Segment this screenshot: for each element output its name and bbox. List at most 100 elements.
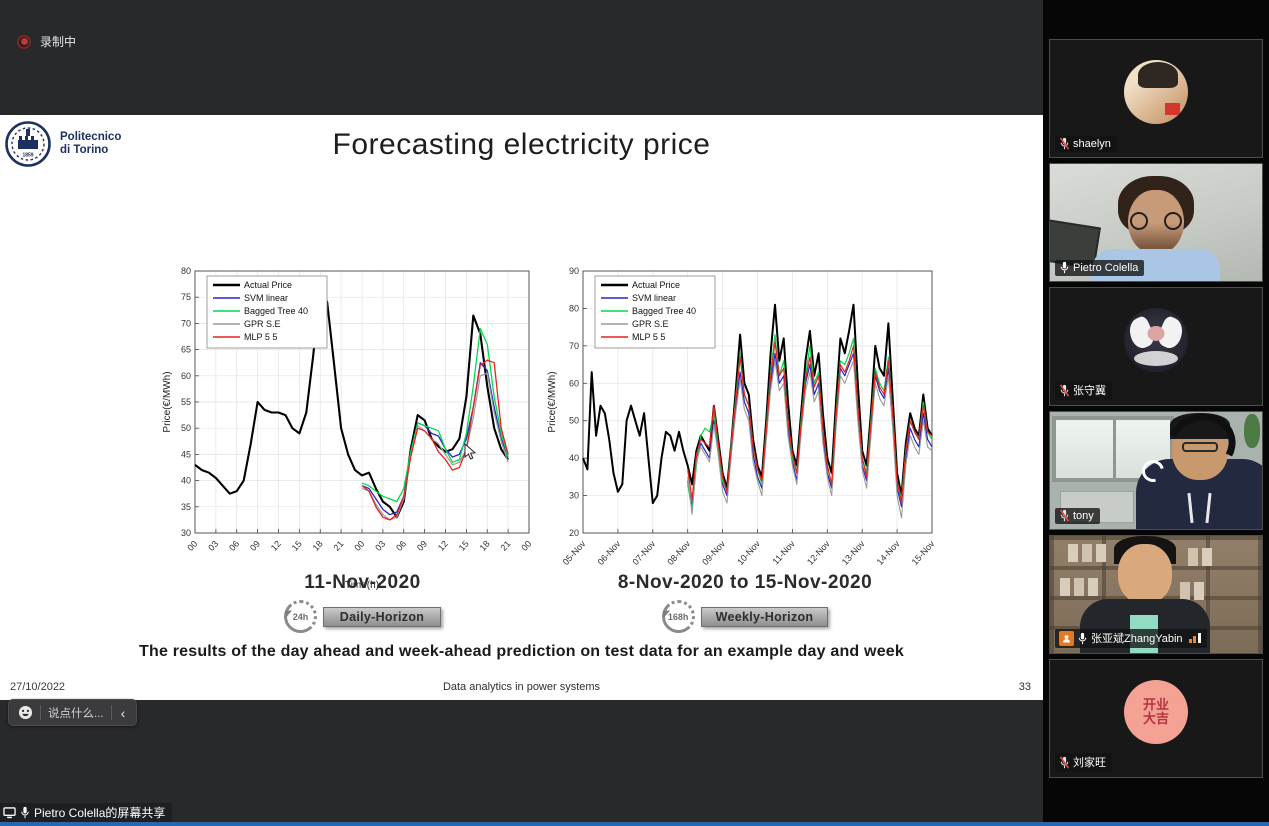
svg-text:20: 20 [569, 528, 579, 538]
svg-text:50: 50 [181, 423, 191, 433]
svg-text:MLP 5 5: MLP 5 5 [244, 332, 277, 342]
svg-text:13-Nov: 13-Nov [840, 538, 867, 567]
svg-text:12: 12 [436, 539, 450, 553]
politecnico-seal-icon: 1859 [5, 121, 51, 167]
recording-indicator: 录制中 [17, 33, 76, 50]
svg-text:Price(€/MWh): Price(€/MWh) [547, 371, 558, 432]
shared-screen-area: 录制中 1859 Politecnico di Torino [0, 0, 1043, 826]
avatar [1124, 308, 1188, 372]
clock-168h-icon: 168h [661, 600, 695, 633]
svg-text:65: 65 [181, 345, 191, 355]
screen-share-banner: Pietro Colella的屏幕共享 [0, 803, 173, 822]
svg-text:18: 18 [478, 539, 492, 553]
svg-text:75: 75 [181, 292, 191, 302]
chat-collapse-button[interactable]: ‹ [120, 704, 126, 721]
svg-text:15-Nov: 15-Nov [910, 538, 937, 567]
clock-24h-icon: 24h [284, 600, 317, 633]
emoji-smiley-icon[interactable] [18, 705, 33, 720]
svg-text:06-Nov: 06-Nov [596, 538, 623, 567]
network-signal-icon [1188, 633, 1201, 643]
mouse-cursor-icon [464, 443, 477, 460]
svg-text:30: 30 [569, 491, 579, 501]
svg-text:70: 70 [569, 341, 579, 351]
svg-text:18: 18 [311, 539, 325, 553]
svg-text:30: 30 [181, 528, 191, 538]
presentation-slide: 1859 Politecnico di Torino Forecasting e… [0, 115, 1043, 700]
slide-footer-title: Data analytics in power systems [442, 681, 601, 693]
chat-placeholder[interactable]: 说点什么... [48, 707, 104, 720]
slide-summary-text: The results of the day ahead and week-ah… [139, 643, 904, 660]
svg-text:00: 00 [519, 539, 533, 553]
svg-text:SVM linear: SVM linear [632, 293, 676, 303]
participant-label: 刘家旺 [1055, 753, 1112, 772]
recording-label: 录制中 [40, 35, 77, 49]
mic-muted-icon [1059, 509, 1070, 522]
politecnico-logo: 1859 Politecnico di Torino [4, 120, 121, 168]
daily-horizon-label: Daily-Horizon [323, 606, 441, 627]
svg-text:80: 80 [569, 303, 579, 313]
daily-chart-caption: 11-Nov-2020 [304, 572, 421, 593]
svg-text:15: 15 [457, 539, 471, 553]
svg-text:MLP 5 5: MLP 5 5 [632, 332, 665, 342]
taskbar-accent-strip [0, 822, 1269, 826]
video-feed [1050, 412, 1262, 529]
weekly-horizon-label: Weekly-Horizon [700, 606, 829, 627]
svg-text:03: 03 [206, 539, 220, 553]
participant-tile-tony[interactable]: tony [1049, 411, 1263, 530]
svg-text:21: 21 [498, 539, 512, 553]
svg-text:1859: 1859 [22, 153, 33, 159]
svg-text:00: 00 [185, 539, 199, 553]
avatar: 开业大吉 [1124, 680, 1188, 744]
svg-text:12: 12 [269, 539, 283, 553]
svg-text:14-Nov: 14-Nov [875, 538, 902, 567]
svg-text:50: 50 [569, 416, 579, 426]
svg-text:45: 45 [181, 449, 191, 459]
avatar [1124, 60, 1188, 124]
svg-text:03: 03 [373, 539, 387, 553]
svg-text:Actual Price: Actual Price [632, 280, 680, 290]
participant-tile-liujiawang[interactable]: 开业大吉 刘家旺 [1049, 659, 1263, 778]
slide-page-number: 33 [1018, 681, 1031, 693]
svg-text:00: 00 [352, 539, 366, 553]
participant-tile-shaelyn[interactable]: shaelyn [1049, 39, 1263, 158]
divider [110, 705, 112, 720]
svg-text:07-Nov: 07-Nov [630, 538, 657, 567]
recording-dot-icon [17, 34, 31, 49]
svg-text:Time(h): Time(h) [345, 580, 379, 591]
svg-text:40: 40 [569, 453, 579, 463]
svg-text:GPR S.E: GPR S.E [244, 319, 281, 329]
chat-quick-input[interactable]: 说点什么... ‹ [8, 699, 138, 726]
svg-text:21: 21 [331, 539, 345, 553]
svg-text:Actual Price: Actual Price [244, 280, 292, 290]
svg-text:SVM linear: SVM linear [244, 293, 288, 303]
svg-text:09: 09 [415, 539, 429, 553]
svg-text:06: 06 [227, 539, 241, 553]
participant-label: 张亚斌ZhangYabin [1055, 629, 1207, 648]
participant-tile-zhangshouji[interactable]: 张守冀 [1049, 287, 1263, 406]
svg-text:05-Nov: 05-Nov [561, 538, 588, 567]
svg-text:35: 35 [181, 502, 191, 512]
participant-tile-zhangyabin[interactable]: 张亚斌ZhangYabin [1049, 535, 1263, 654]
weekly-horizon-badge: 168h Weekly-Horizon [545, 600, 945, 633]
mic-icon [21, 806, 29, 819]
svg-text:60: 60 [181, 371, 191, 381]
participant-tile-pietro-colella[interactable]: Pietro Colella [1049, 163, 1263, 282]
mic-on-icon [1078, 632, 1087, 644]
svg-text:Bagged Tree 40: Bagged Tree 40 [244, 306, 308, 316]
svg-text:15: 15 [290, 539, 304, 553]
mic-muted-icon [1059, 137, 1070, 150]
svg-text:40: 40 [181, 476, 191, 486]
participant-label: Pietro Colella [1055, 260, 1145, 276]
svg-text:09: 09 [248, 539, 262, 553]
mic-on-icon [1060, 261, 1069, 274]
slide-footer-date: 27/10/2022 [10, 681, 66, 693]
weekly-chart-caption: 8-Nov-2020 to 15-Nov-2020 [617, 572, 873, 593]
chart-daily-horizon: 30 35 40 45 50 55 60 65 70 75 80 00 03 06 09 12 15 18 21 00… [162, 266, 533, 591]
svg-text:06: 06 [394, 539, 408, 553]
divider [40, 705, 41, 720]
participants-sidebar: shaelyn Pietro Colella [1043, 0, 1269, 826]
politecnico-logo-text: Politecnico di Torino [60, 130, 122, 156]
share-banner-text: Pietro Colella的屏幕共享 [34, 806, 166, 820]
svg-text:90: 90 [569, 266, 579, 276]
